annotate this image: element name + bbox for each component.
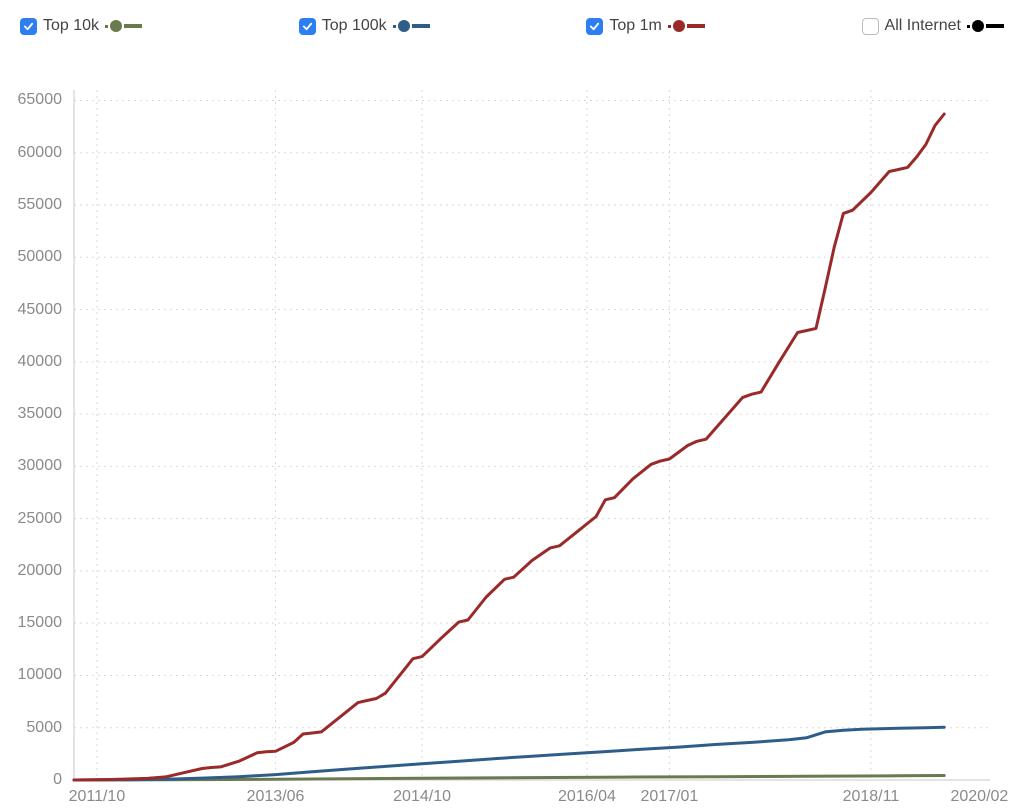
series-top1m: [74, 114, 944, 780]
legend-marker-top100k: [393, 20, 430, 32]
y-tick-label: 50000: [0, 248, 62, 266]
y-tick-label: 15000: [0, 614, 62, 632]
legend-label-top10k: Top 10k: [43, 17, 99, 35]
chart-area: 0 5000 10000 15000 20000 25000 30000 35000 40000…: [0, 50, 1024, 810]
y-tick-label: 25000: [0, 510, 62, 528]
legend-label-allnet: All Internet: [885, 17, 961, 35]
y-tick-label: 5000: [0, 719, 62, 737]
legend-marker-allnet: [967, 20, 1004, 32]
y-tick-label: 30000: [0, 457, 62, 475]
checkbox-top1m[interactable]: [586, 18, 603, 35]
x-tick-label: 2018/11: [843, 788, 900, 806]
y-tick-label: 60000: [0, 144, 62, 162]
legend-marker-top1m: [668, 20, 705, 32]
legend-item-top10k[interactable]: Top 10k: [20, 12, 142, 40]
y-tick-label: 65000: [0, 91, 62, 109]
x-tick-label: 2014/10: [393, 788, 451, 806]
checkbox-top100k[interactable]: [299, 18, 316, 35]
chart-svg: [0, 50, 1024, 810]
y-tick-label: 35000: [0, 405, 62, 423]
x-tick-label: 2011/10: [69, 788, 126, 806]
x-tick-label: 2013/06: [247, 788, 305, 806]
y-tick-label: 55000: [0, 196, 62, 214]
y-tick-label: 10000: [0, 666, 62, 684]
legend-label-top100k: Top 100k: [322, 17, 387, 35]
x-tick-label: 2016/04: [558, 788, 616, 806]
checkbox-top10k[interactable]: [20, 18, 37, 35]
x-tick-label: 2020/02: [950, 788, 1008, 806]
legend: Top 10k Top 100k Top 1m All Internet: [0, 12, 1024, 40]
x-tick-label: 2017/01: [640, 788, 698, 806]
legend-item-allnet[interactable]: All Internet: [862, 12, 1004, 40]
y-tick-label: 45000: [0, 301, 62, 319]
y-tick-label: 20000: [0, 562, 62, 580]
legend-marker-top10k: [105, 20, 142, 32]
checkbox-allnet[interactable]: [862, 18, 879, 35]
y-tick-label: 40000: [0, 353, 62, 371]
legend-item-top100k[interactable]: Top 100k: [299, 12, 430, 40]
legend-item-top1m[interactable]: Top 1m: [586, 12, 704, 40]
y-tick-label: 0: [0, 771, 62, 789]
series-top100k: [74, 727, 944, 780]
legend-label-top1m: Top 1m: [609, 17, 661, 35]
